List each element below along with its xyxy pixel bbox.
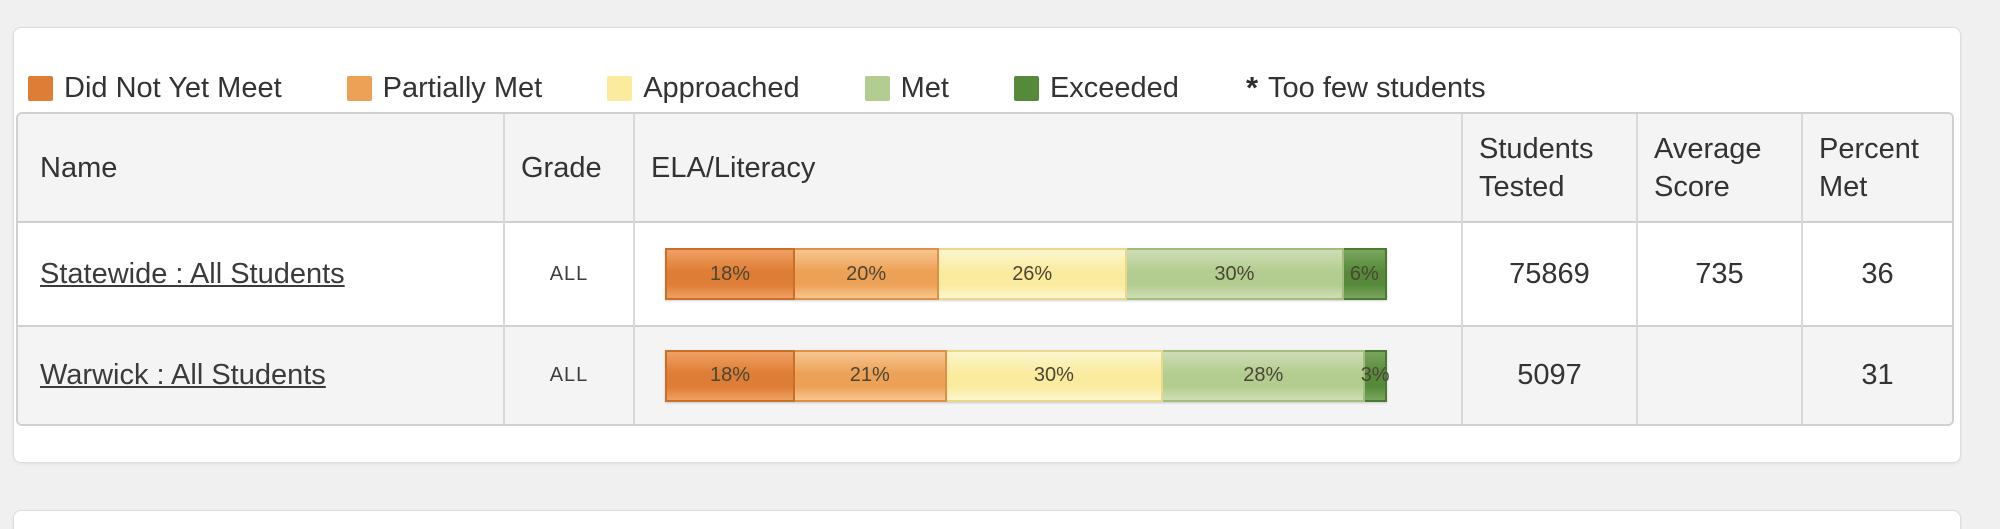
legend-item-label: Approached (643, 72, 800, 104)
ela-bar-cell: 18% 21% 30% 28% 3% (633, 325, 1462, 424)
percent-met-cell: 36 (1801, 221, 1952, 326)
next-section-panel (13, 510, 1961, 529)
students-tested-cell: 5097 (1461, 325, 1637, 424)
legend-item-label: Exceeded (1049, 72, 1179, 104)
column-header-students-tested: Students Tested (1461, 114, 1637, 222)
average-score-cell: 735 (1636, 221, 1802, 326)
column-header-percent-met: Percent Met (1801, 114, 1952, 222)
name-cell: Warwick : All Students (18, 325, 504, 424)
results-panel: Did Not Yet Meet Partially Met Approache… (13, 27, 1961, 463)
legend-swatch-icon (607, 75, 633, 101)
legend-item: Met (864, 72, 949, 104)
legend-swatch-icon (346, 75, 372, 101)
performance-legend: Did Not Yet Meet Partially Met Approache… (16, 70, 1952, 105)
results-table: Name Grade ELA/Literacy Students Tested … (18, 114, 1952, 424)
legend-swatch-icon (1013, 75, 1039, 101)
bar-segment-did_not_yet_meet: 18% (665, 349, 795, 402)
bar-segment-met: 28% (1163, 349, 1366, 402)
column-header-average-score: Average Score (1636, 114, 1802, 222)
legend-swatch-icon (28, 75, 53, 101)
header-row: Name Grade ELA/Literacy Students Tested … (18, 114, 1952, 222)
column-header-name: Name (18, 114, 504, 222)
ela-stacked-bar: 18% 20% 26% 30% 6% (665, 248, 1387, 300)
legend-item: Partially Met (346, 72, 543, 104)
bar-segment-partially_met: 21% (794, 349, 947, 402)
legend-swatch-icon (864, 75, 890, 101)
average-score-cell (1636, 325, 1802, 424)
too-few-students-note: * Too few students (1245, 70, 1486, 105)
legend-item: Did Not Yet Meet (28, 73, 282, 103)
bar-segment-exceeded: 6% (1343, 248, 1387, 300)
percent-met-cell: 31 (1801, 325, 1952, 424)
legend-item: Approached (607, 72, 800, 104)
name-link[interactable]: Statewide : All Students (40, 257, 345, 290)
name-cell: Statewide : All Students (18, 221, 504, 326)
legend-item: Exceeded (1013, 72, 1179, 104)
grade-cell: ALL (503, 221, 634, 326)
ela-stacked-bar: 18% 21% 30% 28% 3% (665, 349, 1390, 402)
results-table-body: Statewide : All Students ALL 18% 20% 26% 30… (18, 221, 1952, 424)
column-header-ela-literacy: ELA/Literacy (633, 114, 1462, 222)
ela-bar-cell: 18% 20% 26% 30% 6% (633, 221, 1462, 326)
bar-segment-approached: 26% (939, 248, 1128, 300)
bar-segment-met: 30% (1127, 248, 1344, 300)
legend-item-label: Did Not Yet Meet (64, 72, 282, 104)
bar-segment-exceeded: 3% (1361, 349, 1390, 402)
grade-cell: ALL (503, 325, 634, 424)
bar-segment-partially_met: 20% (794, 248, 940, 300)
table-row: Warwick : All Students ALL 18% 21% 30% 28% 3… (18, 325, 1952, 424)
asterisk-icon: * (1245, 70, 1259, 105)
bar-segment-did_not_yet_meet: 18% (665, 248, 795, 300)
name-link[interactable]: Warwick : All Students (40, 359, 326, 391)
table-row: Statewide : All Students ALL 18% 20% 26% 30… (18, 221, 1952, 326)
bar-segment-approached: 30% (946, 349, 1164, 402)
legend-item-label: Met (900, 72, 949, 104)
column-header-grade: Grade (503, 114, 634, 222)
results-table-wrap: Name Grade ELA/Literacy Students Tested … (16, 112, 1954, 426)
legend-item-label: Partially Met (382, 72, 543, 104)
students-tested-cell: 75869 (1461, 221, 1637, 326)
too-few-students-label: Too few students (1268, 72, 1486, 104)
